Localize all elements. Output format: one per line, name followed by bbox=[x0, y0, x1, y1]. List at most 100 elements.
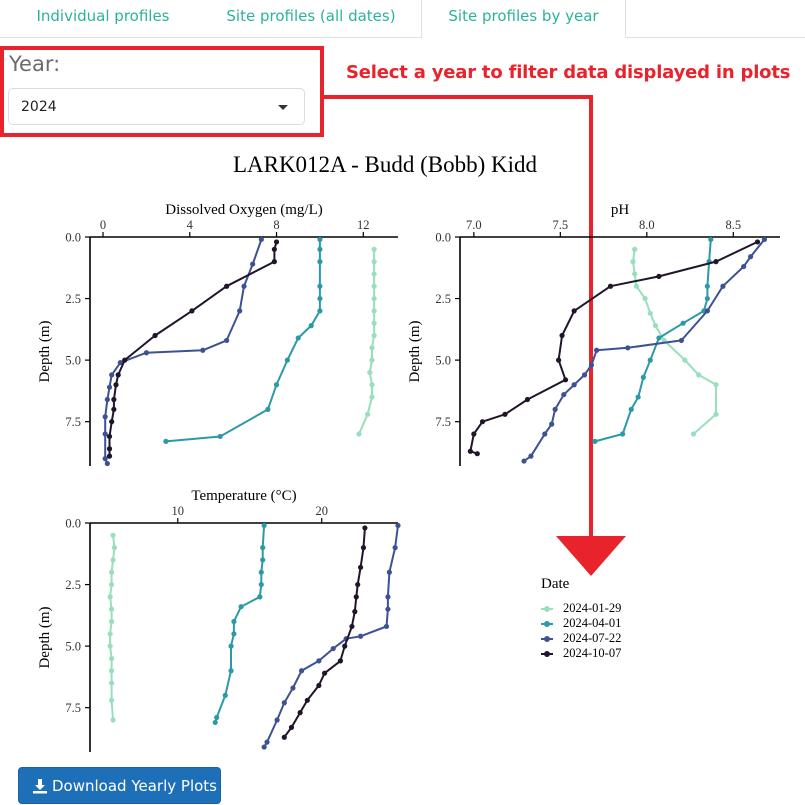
temp-data-point bbox=[298, 668, 305, 674]
temp-data-point bbox=[349, 623, 355, 630]
ph-data-point bbox=[559, 332, 565, 339]
do-data-point bbox=[371, 246, 377, 252]
temp-data-point bbox=[386, 569, 392, 575]
temp-series-line-2024-01-29 bbox=[109, 535, 116, 721]
tab-site-profiles-by-year[interactable]: Site profiles by year bbox=[421, 0, 626, 38]
do-series-line-2024-07-22 bbox=[104, 239, 263, 464]
temp-y-axis-title: Depth (m) bbox=[37, 606, 53, 668]
temp-data-point bbox=[357, 564, 364, 570]
temp-data-point bbox=[385, 594, 391, 600]
temp-data-point bbox=[342, 643, 348, 649]
ph-data-point bbox=[647, 357, 653, 363]
temp-data-point bbox=[281, 734, 287, 740]
legend-key-dot bbox=[544, 621, 550, 627]
do-data-point bbox=[102, 456, 108, 462]
ph-data-point bbox=[701, 308, 707, 314]
temp-data-point bbox=[231, 618, 237, 625]
do-data-point bbox=[271, 259, 277, 265]
ph-data-point bbox=[708, 236, 714, 243]
tab-bar: Individual profiles Site profiles (all d… bbox=[0, 0, 805, 38]
temp-data-point bbox=[107, 631, 113, 637]
plot-title: LARK012A - Budd (Bobb) Kidd bbox=[232, 152, 538, 177]
do-data-point bbox=[273, 239, 280, 245]
ph-data-point bbox=[561, 391, 567, 398]
temp-x-tick-label: 20 bbox=[315, 504, 328, 518]
ph-data-point bbox=[555, 357, 562, 363]
temp-data-point bbox=[352, 609, 358, 615]
do-data-point bbox=[273, 382, 280, 388]
do-data-point bbox=[111, 406, 117, 412]
temp-y-tick-label: 0.0 bbox=[65, 517, 81, 531]
temp-series-line-2024-10-07 bbox=[283, 527, 366, 738]
download-yearly-plots-button[interactable]: Download Yearly Plots bbox=[18, 767, 221, 804]
do-data-point bbox=[371, 332, 377, 339]
temp-data-point bbox=[281, 700, 287, 706]
temp-data-point bbox=[110, 717, 116, 723]
do-series-line-2024-04-01 bbox=[165, 239, 321, 443]
tab-site-profiles-all-dates[interactable]: Site profiles (all dates) bbox=[226, 7, 396, 25]
temp-data-point bbox=[316, 658, 322, 664]
legend-label: 2024-07-22 bbox=[563, 631, 622, 645]
ph-data-point bbox=[542, 431, 548, 437]
ph-data-point bbox=[632, 271, 638, 277]
do-data-point bbox=[369, 345, 375, 351]
ph-data-point bbox=[594, 347, 600, 353]
temp-data-point bbox=[304, 697, 310, 703]
ph-data-point bbox=[761, 236, 768, 243]
do-data-point bbox=[317, 308, 323, 314]
chevron-down-icon bbox=[278, 105, 288, 110]
ph-x-tick-label: 7.5 bbox=[553, 218, 569, 232]
do-data-point bbox=[265, 406, 271, 412]
ph-y-tick-label: 5.0 bbox=[435, 354, 451, 368]
do-x-tick-label: 8 bbox=[273, 218, 279, 232]
ph-data-point bbox=[474, 451, 480, 457]
temp-data-point bbox=[383, 623, 390, 630]
temp-data-point bbox=[264, 739, 270, 745]
do-data-point bbox=[106, 384, 113, 390]
ph-x-axis-title: pH bbox=[611, 202, 630, 218]
do-data-point bbox=[371, 295, 377, 302]
ph-y-axis-title: Depth (m) bbox=[407, 320, 423, 382]
ph-data-point bbox=[704, 283, 710, 289]
temp-data-point bbox=[274, 717, 280, 723]
ph-data-point bbox=[528, 453, 534, 459]
ph-data-point bbox=[652, 323, 659, 329]
ph-data-point bbox=[713, 259, 719, 265]
ph-data-point bbox=[704, 295, 710, 302]
temp-data-point bbox=[260, 545, 266, 551]
temp-data-point bbox=[222, 692, 228, 698]
temp-data-point bbox=[343, 636, 349, 642]
ph-data-point bbox=[633, 283, 640, 289]
temp-data-point bbox=[108, 569, 115, 575]
ph-data-point bbox=[571, 308, 577, 314]
tab-individual-profiles[interactable]: Individual profiles bbox=[36, 7, 170, 25]
do-data-point bbox=[224, 283, 230, 289]
do-data-point bbox=[189, 308, 195, 314]
ph-data-point bbox=[479, 419, 486, 425]
temp-data-point bbox=[353, 594, 359, 600]
temp-y-tick-label: 7.5 bbox=[65, 701, 81, 715]
do-series-line-2024-01-29 bbox=[358, 249, 376, 435]
do-data-point bbox=[317, 295, 323, 302]
temp-data-point bbox=[258, 569, 264, 575]
temp-data-point bbox=[111, 545, 118, 551]
ph-data-point bbox=[630, 259, 636, 265]
do-y-tick-label: 5.0 bbox=[65, 354, 81, 368]
temp-data-point bbox=[288, 724, 295, 730]
do-data-point bbox=[365, 411, 371, 417]
ph-series-line-2024-07-22 bbox=[523, 238, 766, 462]
do-data-point bbox=[371, 320, 377, 326]
temp-data-point bbox=[355, 581, 361, 588]
do-data-point bbox=[295, 335, 301, 341]
legend-label: 2024-01-29 bbox=[563, 601, 622, 615]
annotation-text: Select a year to filter data displayed i… bbox=[346, 62, 791, 83]
do-data-point bbox=[371, 283, 377, 289]
ph-data-point bbox=[571, 382, 577, 388]
year-select[interactable]: 2024 bbox=[8, 88, 305, 125]
ph-x-tick-label: 7.0 bbox=[466, 218, 482, 232]
temp-data-point bbox=[261, 744, 267, 750]
temp-data-point bbox=[261, 522, 267, 529]
temp-data-point bbox=[110, 532, 116, 538]
do-data-point bbox=[284, 357, 290, 363]
ph-data-point bbox=[640, 374, 646, 380]
